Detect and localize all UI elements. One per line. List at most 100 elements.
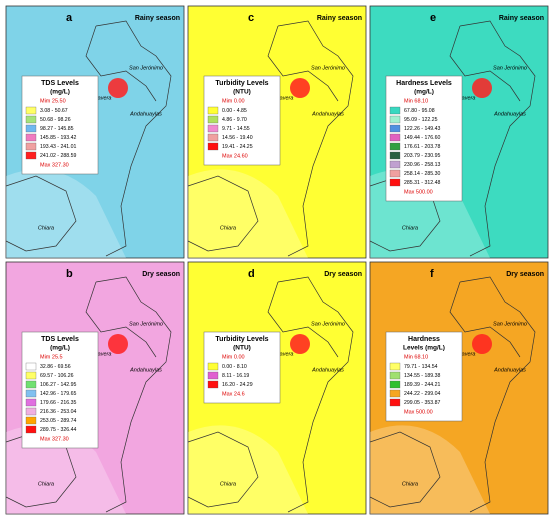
panel-letter: d — [248, 268, 255, 280]
legend-title: Hardness — [408, 336, 440, 343]
legend-swatch — [207, 106, 219, 115]
legend-min: Mim 0.00 — [222, 354, 245, 360]
panel-letter: f — [430, 268, 434, 280]
map-panel: d Dry season Talavera San Jerónimo Andahuayl… — [187, 261, 367, 515]
legend-min: Min 68.10 — [404, 98, 428, 104]
place-label: Andahuaylas — [311, 367, 344, 373]
panel-letter: a — [66, 12, 73, 24]
legend-unit: (NTU) — [233, 89, 251, 96]
legend-swatch — [389, 142, 401, 151]
legend-label: 32.86 - 69.56 — [40, 364, 71, 370]
legend-max: Max 24.60 — [222, 153, 248, 159]
place-label: Chiara — [38, 225, 54, 231]
place-label: Chiara — [220, 481, 236, 487]
legend-label: 134.55 - 189.38 — [404, 373, 440, 379]
legend-label: 0.00 - 4.85 — [222, 108, 247, 114]
legend-label: 9.71 - 14.55 — [222, 126, 250, 132]
place-label: San Jerónimo — [129, 321, 163, 327]
legend-label: 230.96 - 258.13 — [404, 162, 440, 168]
legend-label: 8.11 - 16.19 — [222, 373, 249, 379]
legend-label: 142.96 - 179.65 — [40, 391, 76, 397]
legend-title: Turbidity Levels — [215, 336, 268, 343]
map-panel: b Dry season Talavera San Jerónimo Andahuayl… — [5, 261, 185, 515]
hotspot — [108, 78, 128, 98]
zone — [6, 169, 126, 258]
legend-swatch — [207, 362, 219, 371]
legend-unit: (mg/L) — [414, 89, 434, 96]
legend-label: 79.71 - 134.54 — [404, 364, 438, 370]
legend-label: 98.27 - 145.85 — [40, 126, 74, 132]
legend-label: 203.79 - 230.95 — [404, 153, 440, 159]
legend-label: 122.26 - 149.43 — [404, 126, 440, 132]
legend-label: 69.57 - 106.26 — [40, 373, 74, 379]
legend-label: 289.75 - 326.44 — [40, 427, 76, 433]
legend-swatch — [389, 371, 401, 380]
legend-label: 0.00 - 8.10 — [222, 364, 247, 370]
legend-label: 149.44 - 176.60 — [404, 135, 440, 141]
legend-swatch — [389, 133, 401, 142]
legend-min: Mim 0.00 — [222, 98, 245, 104]
legend-swatch — [389, 178, 401, 187]
place-label: San Jerónimo — [493, 321, 527, 327]
place-label: Chiara — [402, 481, 418, 487]
legend-swatch — [25, 398, 37, 407]
boundary — [187, 175, 259, 252]
legend-label: 258.14 - 285.30 — [404, 171, 440, 177]
legend-swatch — [207, 124, 219, 133]
legend-label: 19.41 - 24.25 — [222, 144, 253, 150]
zone — [188, 169, 308, 258]
legend-max: Max 327.30 — [40, 162, 69, 168]
map-panel: f Dry season Talavera San Jerónimo Andahuayl… — [369, 261, 549, 515]
legend-title: TDS Levels — [41, 336, 79, 343]
season-label: Dry season — [324, 271, 362, 278]
place-label: Talavera — [273, 351, 294, 357]
place-label: Talavera — [91, 95, 112, 101]
panel-letter: e — [430, 12, 436, 24]
legend-label: 145.85 - 193.42 — [40, 135, 76, 141]
legend-label: 193.43 - 241.01 — [40, 144, 76, 150]
boundary — [369, 431, 441, 508]
legend-swatch — [25, 389, 37, 398]
legend-title: Hardness Levels — [396, 80, 452, 87]
place-label: San Jerónimo — [311, 321, 345, 327]
legend-swatch — [25, 416, 37, 425]
legend-unit: Levels (mg/L) — [403, 345, 445, 352]
place-label: Talavera — [455, 351, 476, 357]
boundary — [267, 276, 354, 513]
legend-max: Max 500.00 — [404, 189, 433, 195]
legend-label: 253.05 - 289.74 — [40, 418, 76, 424]
panel-letter: b — [66, 268, 73, 280]
legend-swatch — [389, 115, 401, 124]
season-label: Dry season — [142, 271, 180, 278]
place-label: San Jerónimo — [129, 65, 163, 71]
legend-unit: (mg/L) — [50, 89, 70, 96]
zone — [370, 425, 490, 514]
legend-swatch — [25, 407, 37, 416]
legend-swatch — [389, 106, 401, 115]
legend-swatch — [207, 371, 219, 380]
legend-swatch — [25, 115, 37, 124]
legend-swatch — [207, 115, 219, 124]
boundary — [5, 175, 77, 252]
map-panel: a Rainy season Talavera San Jerónimo Andahua… — [5, 5, 185, 259]
map-panel: e Rainy season Talavera San Jerónimo Andahua… — [369, 5, 549, 259]
legend-label: 4.86 - 9.70 — [222, 117, 247, 123]
place-label: Andahuaylas — [311, 111, 344, 117]
legend-label: 189.39 - 244.21 — [404, 382, 440, 388]
legend-max: Max 327.30 — [40, 436, 69, 442]
place-label: Andahuaylas — [129, 367, 162, 373]
boundary — [267, 20, 354, 257]
hotspot — [290, 334, 310, 354]
legend-min: Mim 25.50 — [40, 98, 66, 104]
place-label: Talavera — [91, 351, 112, 357]
legend-max: Max 24.6 — [222, 391, 245, 397]
hotspot — [472, 334, 492, 354]
place-label: San Jerónimo — [311, 65, 345, 71]
legend-swatch — [25, 124, 37, 133]
legend-unit: (NTU) — [233, 345, 251, 352]
season-label: Rainy season — [317, 15, 362, 22]
place-label: Chiara — [402, 225, 418, 231]
legend-title: TDS Levels — [41, 80, 79, 87]
legend-label: 3.08 - 50.67 — [40, 108, 68, 114]
